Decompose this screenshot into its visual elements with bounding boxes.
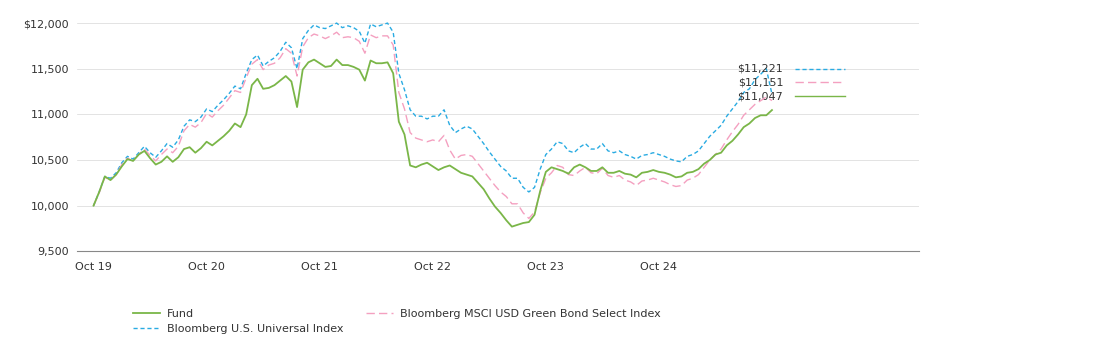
Legend: Fund, Bloomberg U.S. Universal Index, Bloomberg MSCI USD Green Bond Select Index: Fund, Bloomberg U.S. Universal Index, Bl… [128,304,665,339]
Text: $11,151: $11,151 [737,77,783,87]
Text: $11,221: $11,221 [737,64,783,74]
Text: $11,047: $11,047 [737,91,783,101]
